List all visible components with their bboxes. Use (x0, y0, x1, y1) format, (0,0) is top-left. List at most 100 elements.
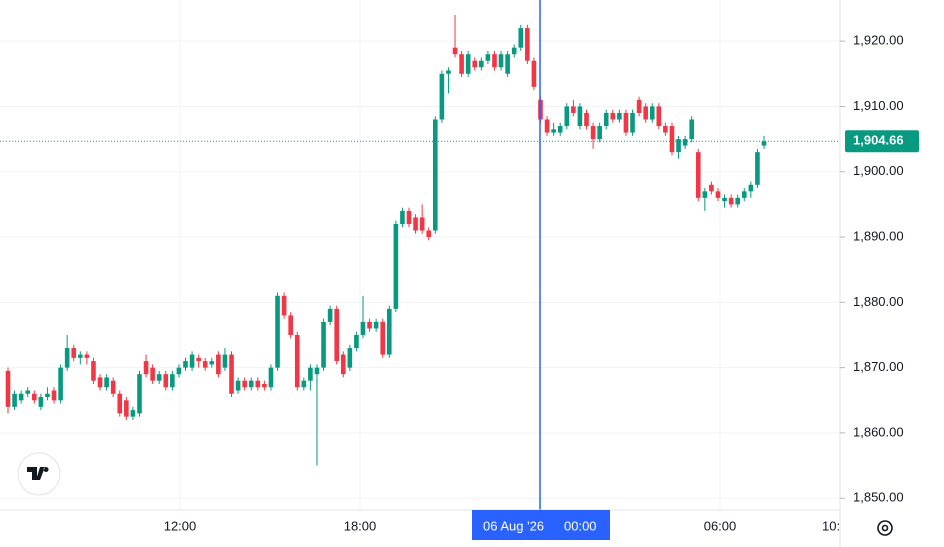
tradingview-logo[interactable] (17, 452, 61, 496)
candle-body (439, 73, 445, 120)
candle-body (656, 106, 662, 127)
candle-body (262, 383, 267, 388)
y-tick-label: 1,890.00 (853, 228, 904, 243)
time-grid (179, 0, 721, 510)
candle-body (741, 191, 747, 198)
candle-body (610, 112, 616, 120)
candle-body (676, 139, 681, 153)
time-label: 12:00 (164, 518, 197, 533)
candle-body (755, 152, 760, 185)
candle-body (413, 217, 418, 231)
candle-body (380, 321, 386, 355)
candle-body (669, 126, 675, 153)
candle-body (170, 374, 175, 388)
candle-body (577, 106, 583, 127)
candle-body (761, 141, 767, 146)
candle-body (354, 334, 359, 349)
candle-body (143, 361, 149, 375)
time-label: 06:00 (704, 518, 737, 533)
candle-body (38, 397, 44, 407)
y-tick-label: 1,900.00 (853, 163, 904, 178)
candle-body (551, 129, 556, 133)
candle-body (623, 112, 629, 133)
candle-body (321, 321, 326, 368)
candle-body (465, 54, 471, 74)
time-label: 18:00 (344, 518, 377, 533)
candle-body (406, 210, 412, 224)
candle-body (584, 112, 589, 127)
candle-body (709, 184, 714, 192)
candle-body (446, 70, 451, 74)
candle-body (97, 377, 103, 388)
candle-body (235, 380, 241, 391)
y-tick-label: 1,850.00 (853, 490, 904, 505)
candle-body (492, 54, 497, 68)
last-price-label: 1,904.66 (853, 133, 904, 148)
candle-body (649, 106, 655, 120)
candle-body (472, 60, 478, 68)
candle-body (5, 370, 11, 407)
candle-body (117, 393, 123, 414)
candle-body (597, 126, 602, 140)
candle-body (163, 374, 169, 388)
candle-body (308, 367, 313, 381)
candle-body (603, 112, 609, 127)
candle-body (663, 126, 668, 133)
time-label-clip: 10:00 (822, 518, 840, 533)
candle-body (400, 210, 405, 224)
candle-body (544, 119, 550, 133)
y-tick-label: 1,870.00 (853, 359, 904, 374)
candle-body (557, 126, 563, 133)
candle-body (531, 60, 537, 87)
settings-button[interactable] (877, 520, 893, 536)
y-tick-label: 1,910.00 (853, 98, 904, 113)
candle-body (347, 348, 353, 368)
candle-body (525, 28, 530, 61)
candle-body (386, 308, 392, 355)
candle-body (735, 197, 741, 205)
candle-body (242, 380, 247, 388)
candle-body (183, 361, 188, 368)
candle-body (248, 380, 254, 388)
candle-body (505, 54, 510, 74)
candle-body (426, 230, 432, 238)
candle-body (130, 410, 136, 417)
candle-body (229, 354, 234, 394)
last-price-box (845, 130, 919, 153)
candle-body (51, 390, 57, 401)
candle-body (288, 315, 293, 335)
candle-body (340, 354, 346, 375)
candle-body (419, 217, 425, 231)
y-tick-label: 1,920.00 (853, 33, 904, 48)
candle-body (150, 367, 155, 381)
candle-body (31, 393, 37, 401)
candle-body (137, 374, 142, 414)
candle-body (511, 47, 517, 55)
candle-body (268, 367, 274, 388)
candle-body (728, 197, 734, 205)
candle-body (695, 152, 701, 198)
candle-body (189, 354, 195, 368)
candle-body (124, 400, 129, 417)
candle-body (452, 47, 458, 55)
candle-body (71, 348, 77, 358)
candle-body (176, 367, 182, 375)
crosshair-time-box (472, 510, 610, 540)
candle-body (327, 308, 333, 322)
candle-body (222, 354, 228, 368)
candle-body (479, 60, 484, 68)
candle-body (689, 119, 694, 140)
candle-body (393, 223, 399, 309)
candle-body (91, 361, 96, 381)
candle-body (702, 191, 708, 198)
candle-body (209, 361, 215, 365)
candle-body (202, 361, 208, 368)
candle-body (498, 54, 504, 68)
candle-body (367, 321, 372, 329)
candle-body (636, 99, 642, 113)
candle-body (18, 393, 24, 401)
candle-body (564, 106, 570, 127)
candle-body (196, 357, 201, 362)
y-tick-label: 1,880.00 (853, 294, 904, 309)
